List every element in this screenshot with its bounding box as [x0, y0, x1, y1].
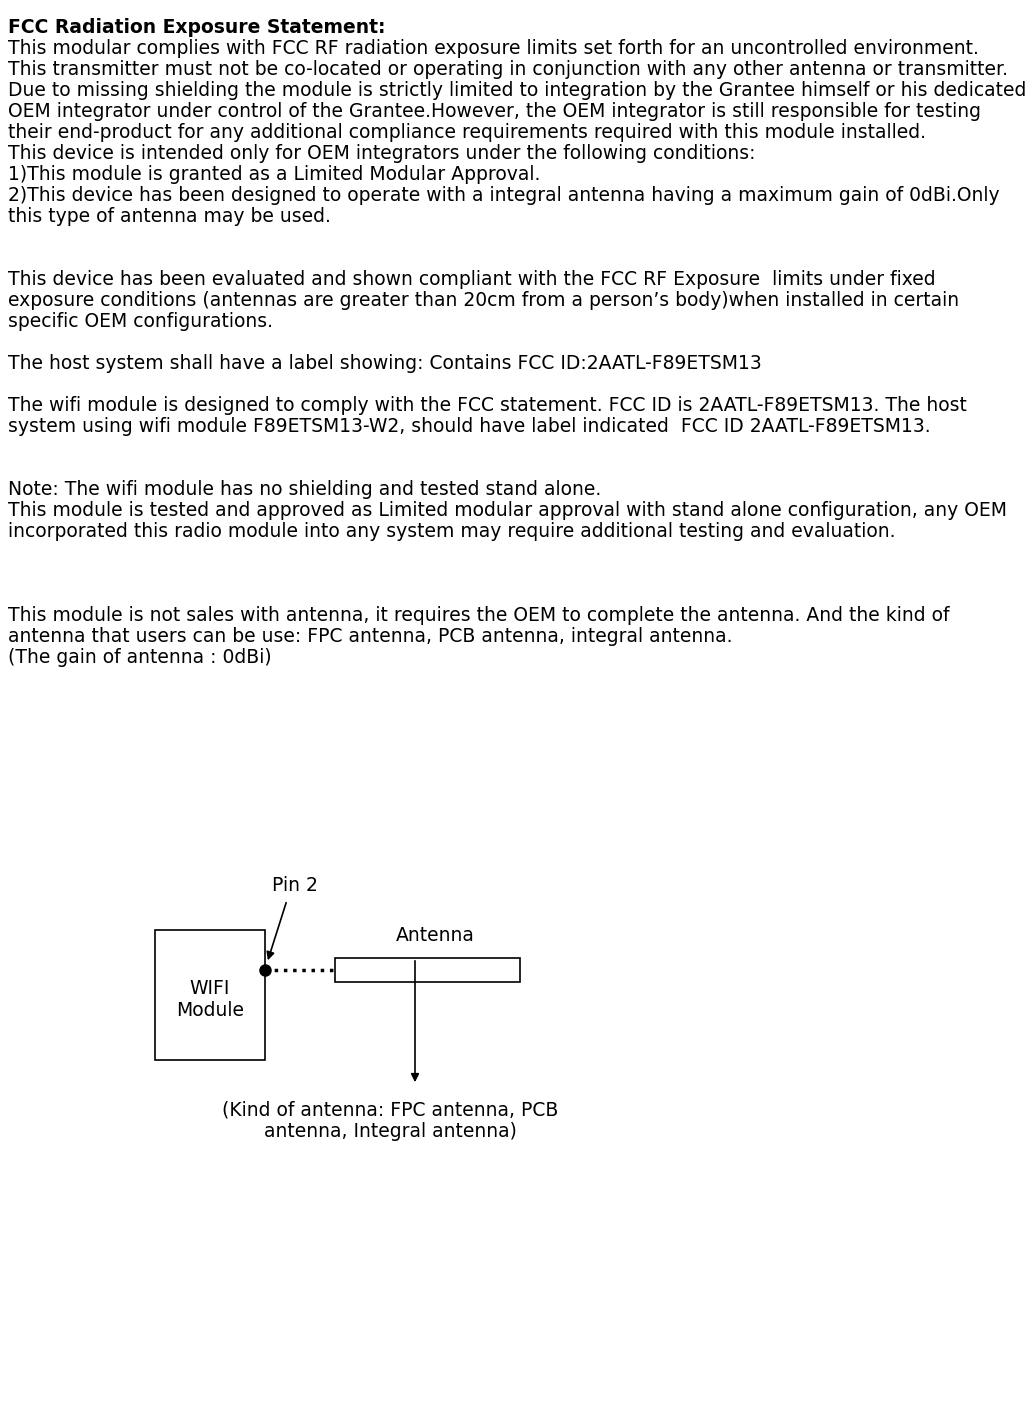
Text: antenna that users can be use: FPC antenna, PCB antenna, integral antenna.: antenna that users can be use: FPC anten…: [8, 627, 733, 646]
Text: their end-product for any additional compliance requirements required with this : their end-product for any additional com…: [8, 123, 926, 143]
Text: exposure conditions (antennas are greater than 20cm from a person’s body)when in: exposure conditions (antennas are greate…: [8, 291, 959, 309]
Text: This module is tested and approved as Limited modular approval with stand alone : This module is tested and approved as Li…: [8, 501, 1007, 520]
Text: This modular complies with FCC RF radiation exposure limits set forth for an unc: This modular complies with FCC RF radiat…: [8, 39, 979, 58]
Text: This module is not sales with antenna, it requires the OEM to complete the anten: This module is not sales with antenna, i…: [8, 606, 949, 625]
Text: Antenna: Antenna: [395, 925, 474, 945]
Text: This device has been evaluated and shown compliant with the FCC RF Exposure  lim: This device has been evaluated and shown…: [8, 270, 936, 289]
Text: The host system shall have a label showing: Contains FCC ID:2AATL-F89ETSM13: The host system shall have a label showi…: [8, 354, 762, 374]
Text: specific OEM configurations.: specific OEM configurations.: [8, 312, 273, 331]
Bar: [335, 958, 520, 983]
Bar: [155, 930, 265, 1060]
Text: WIFI
Module: WIFI Module: [176, 980, 244, 1021]
Text: OEM integrator under control of the Grantee.However, the OEM integrator is still: OEM integrator under control of the Gran…: [8, 103, 981, 121]
Text: The wifi module is designed to comply with the FCC statement. FCC ID is 2AATL-F8: The wifi module is designed to comply wi…: [8, 396, 967, 415]
Text: (The gain of antenna : 0dBi): (The gain of antenna : 0dBi): [8, 647, 271, 667]
Text: incorporated this radio module into any system may require additional testing an: incorporated this radio module into any …: [8, 522, 895, 540]
Text: This transmitter must not be co-located or operating in conjunction with any oth: This transmitter must not be co-located …: [8, 60, 1008, 78]
Text: this type of antenna may be used.: this type of antenna may be used.: [8, 207, 331, 225]
Text: FCC Radiation Exposure Statement:: FCC Radiation Exposure Statement:: [8, 19, 385, 37]
Text: (Kind of antenna: FPC antenna, PCB
antenna, Integral antenna): (Kind of antenna: FPC antenna, PCB anten…: [221, 1099, 558, 1141]
Text: Due to missing shielding the module is strictly limited to integration by the Gr: Due to missing shielding the module is s…: [8, 81, 1027, 100]
Text: 1)This module is granted as a Limited Modular Approval.: 1)This module is granted as a Limited Mo…: [8, 165, 540, 184]
Text: Note: The wifi module has no shielding and tested stand alone.: Note: The wifi module has no shielding a…: [8, 481, 601, 499]
Text: Pin 2: Pin 2: [272, 876, 318, 896]
Text: 2)This device has been designed to operate with a integral antenna having a maxi: 2)This device has been designed to opera…: [8, 185, 1000, 205]
Text: This device is intended only for OEM integrators under the following conditions:: This device is intended only for OEM int…: [8, 144, 756, 163]
Text: system using wifi module F89ETSM13-W2, should have label indicated  FCC ID 2AATL: system using wifi module F89ETSM13-W2, s…: [8, 416, 930, 436]
